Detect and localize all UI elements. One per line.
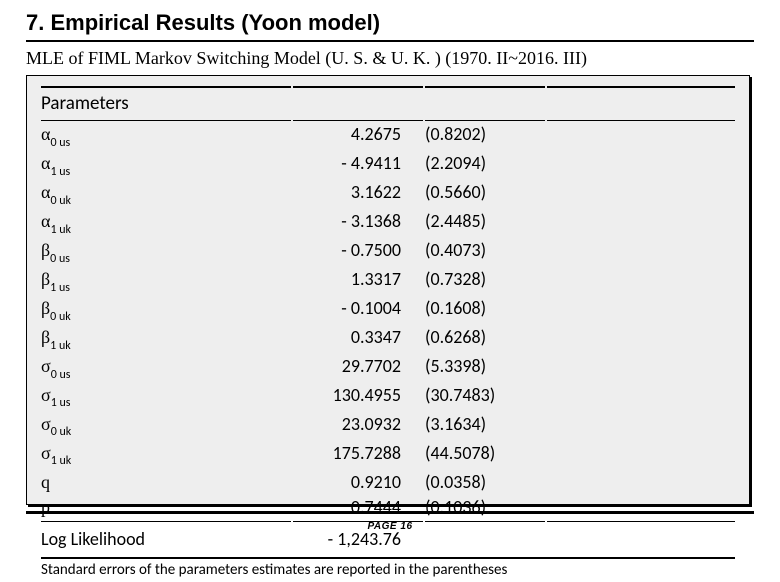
param-label: p (41, 496, 291, 519)
table-footnote: Standard errors of the parameters estima… (41, 557, 735, 580)
param-value: 175.7288 (293, 442, 423, 469)
table-row: α0 us4.2675(0.8202) (41, 123, 735, 150)
table-row: α0 uk3.1622(0.5660) (41, 181, 735, 208)
param-value: 23.0932 (293, 413, 423, 440)
param-stderr: (2.4485) (425, 210, 545, 237)
slide-subtitle: MLE of FIML Markov Switching Model (U. S… (26, 48, 754, 69)
param-stderr: (0.7328) (425, 268, 545, 295)
param-stderr: (0.4073) (425, 239, 545, 266)
bottom-rule (26, 511, 754, 514)
param-stderr: (0.6268) (425, 326, 545, 353)
param-stderr: (44.5078) (425, 442, 545, 469)
param-value: 1.3317 (293, 268, 423, 295)
table-row: p0.7444(0.1036) (41, 496, 735, 519)
table-row: β0 us- 0.7500(0.4073) (41, 239, 735, 266)
param-label: σ0 uk (41, 413, 291, 440)
table-row: q0.9210(0.0358) (41, 471, 735, 494)
param-value: 0.9210 (293, 471, 423, 494)
param-value: 130.4955 (293, 384, 423, 411)
param-label: α1 us (41, 152, 291, 179)
param-value: - 4.9411 (293, 152, 423, 179)
page-number: PAGE 16 (0, 521, 780, 532)
param-label: α1 uk (41, 210, 291, 237)
table-footnote-row: Standard errors of the parameters estima… (41, 557, 735, 580)
param-label: q (41, 471, 291, 494)
param-value: - 3.1368 (293, 210, 423, 237)
param-value: 0.3347 (293, 326, 423, 353)
table-row: α1 us- 4.9411(2.2094) (41, 152, 735, 179)
param-label: σ1 us (41, 384, 291, 411)
param-label: β1 us (41, 268, 291, 295)
param-label: β1 uk (41, 326, 291, 353)
param-label: β0 uk (41, 297, 291, 324)
param-label: σ1 uk (41, 442, 291, 469)
param-label: α0 us (41, 123, 291, 150)
param-stderr: (0.1036) (425, 496, 545, 519)
table-row: β0 uk- 0.1004(0.1608) (41, 297, 735, 324)
param-label: σ0 us (41, 355, 291, 382)
param-stderr: (5.3398) (425, 355, 545, 382)
param-stderr: (0.0358) (425, 471, 545, 494)
param-value: - 0.7500 (293, 239, 423, 266)
header-parameters: Parameters (41, 86, 291, 121)
table-row: σ0 uk23.0932(3.1634) (41, 413, 735, 440)
param-value: 0.7444 (293, 496, 423, 519)
param-value: 29.7702 (293, 355, 423, 382)
table-row: σ1 us130.4955(30.7483) (41, 384, 735, 411)
param-value: 3.1622 (293, 181, 423, 208)
param-stderr: (2.2094) (425, 152, 545, 179)
results-panel: Parameters α0 us4.2675(0.8202)α1 us- 4.9… (26, 75, 750, 505)
param-value: 4.2675 (293, 123, 423, 150)
param-label: α0 uk (41, 181, 291, 208)
param-stderr: (30.7483) (425, 384, 545, 411)
table-row: α1 uk- 3.1368(2.4485) (41, 210, 735, 237)
table-header-row: Parameters (41, 86, 735, 121)
param-stderr: (0.8202) (425, 123, 545, 150)
param-stderr: (0.5660) (425, 181, 545, 208)
slide-title: 7. Empirical Results (Yoon model) (26, 10, 754, 42)
table-row: β1 us1.3317(0.7328) (41, 268, 735, 295)
parameters-table: Parameters α0 us4.2675(0.8202)α1 us- 4.9… (39, 84, 737, 582)
param-stderr: (0.1608) (425, 297, 545, 324)
table-row: σ1 uk175.7288(44.5078) (41, 442, 735, 469)
param-stderr: (3.1634) (425, 413, 545, 440)
param-value: - 0.1004 (293, 297, 423, 324)
table-row: β1 uk0.3347(0.6268) (41, 326, 735, 353)
param-label: β0 us (41, 239, 291, 266)
table-row: σ0 us29.7702(5.3398) (41, 355, 735, 382)
